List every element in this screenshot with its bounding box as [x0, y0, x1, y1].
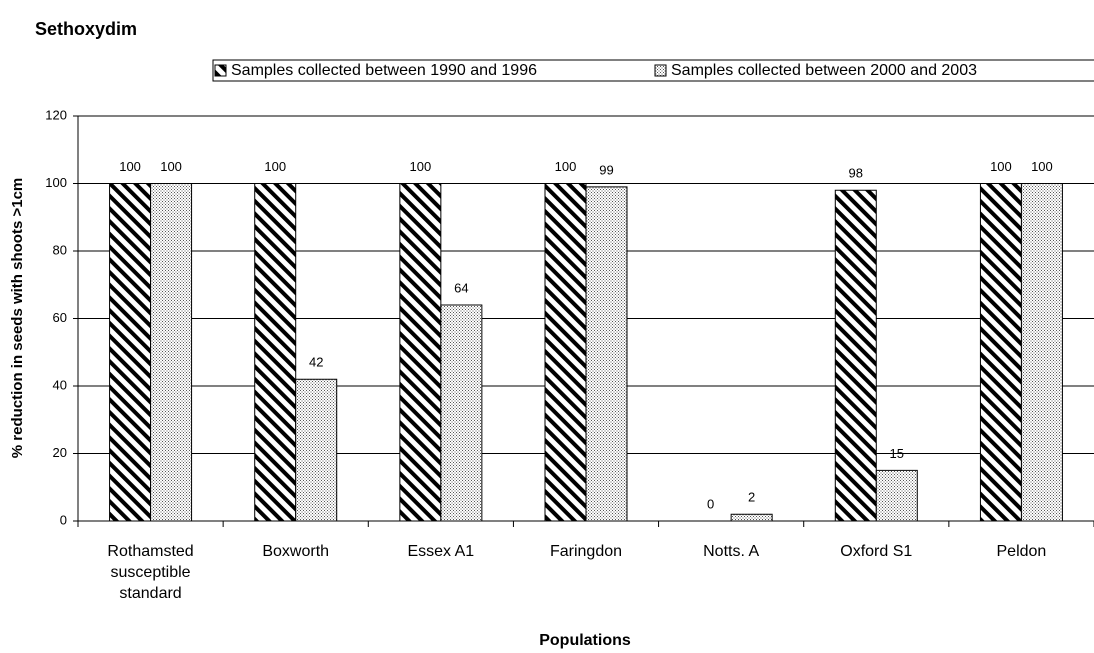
bar [979, 183, 1022, 522]
value-label: 15 [890, 446, 904, 461]
y-tick-label: 120 [45, 107, 67, 122]
x-tick-label: Rothamsted susceptible standard [107, 543, 194, 602]
legend-swatch [654, 64, 667, 77]
legend-swatch [214, 64, 227, 77]
x-axis-label: Populations [539, 632, 631, 649]
x-tick-label: Boxworth [262, 543, 330, 560]
y-tick-label: 40 [53, 377, 67, 392]
value-label: 99 [599, 162, 613, 177]
value-label: 100 [990, 159, 1012, 174]
bar [834, 189, 877, 522]
bar [109, 183, 152, 522]
x-tick-label: Oxford S1 [840, 543, 913, 560]
value-label: 0 [707, 496, 714, 511]
value-label: 42 [309, 355, 323, 370]
value-label: 2 [748, 490, 755, 505]
y-tick-label: 100 [45, 175, 67, 190]
bar [875, 469, 918, 522]
x-tick-label: Faringdon [549, 543, 623, 560]
bar [295, 378, 338, 522]
value-label: 100 [264, 159, 286, 174]
legend-box [212, 59, 1094, 82]
bar [730, 513, 773, 522]
value-label: 100 [160, 159, 182, 174]
bar [150, 183, 193, 522]
value-label: 100 [555, 159, 577, 174]
y-tick-label: 80 [53, 242, 67, 257]
bar [440, 304, 483, 522]
x-tick-label: Peldon [996, 543, 1047, 560]
y-axis-label: % reduction in seeds with shoots >1cm [9, 178, 26, 458]
value-label: 98 [849, 166, 863, 181]
y-tick-label: 60 [53, 310, 67, 325]
legend-label: Samples collected between 2000 and 2003 [671, 62, 977, 79]
value-label: 100 [119, 159, 141, 174]
bar [585, 186, 628, 522]
value-label: 100 [410, 159, 432, 174]
y-tick-label: 20 [53, 445, 67, 460]
bar [254, 183, 297, 522]
value-label: 100 [1031, 159, 1053, 174]
bar [1020, 183, 1063, 522]
legend-label: Samples collected between 1990 and 1996 [231, 62, 537, 79]
y-tick-label: 0 [60, 512, 67, 527]
value-label: 64 [454, 280, 468, 295]
chart-title: Sethoxydim [35, 19, 137, 39]
x-tick-label: Essex A1 [407, 543, 475, 560]
bar [399, 183, 442, 522]
x-tick-label: Notts. A [703, 543, 760, 560]
bar [544, 183, 587, 522]
